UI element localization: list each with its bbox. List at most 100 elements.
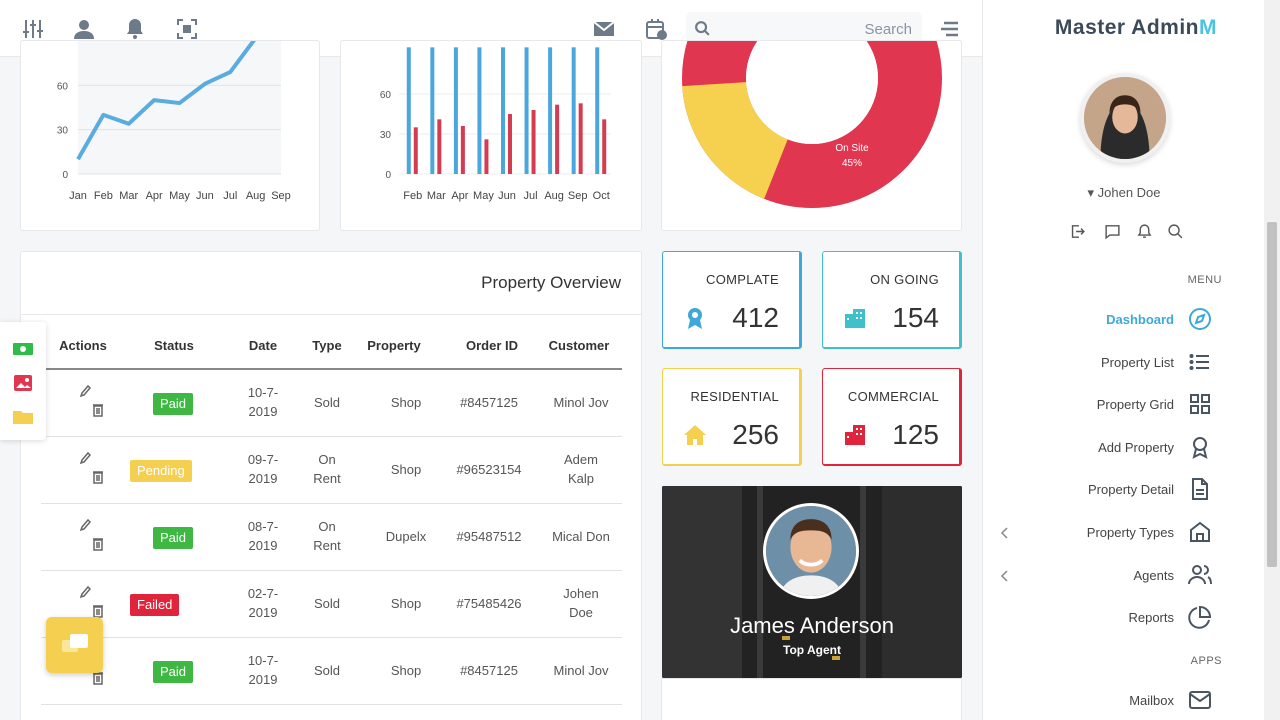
delete-icon[interactable]: [92, 403, 104, 417]
pie-slice: [682, 41, 942, 208]
ribbon-icon: [1188, 435, 1212, 459]
table-row[interactable]: Paid 08-7- 2019 On Rent Dupelx #95487512 M…: [41, 504, 622, 571]
chat-button[interactable]: [46, 617, 103, 673]
column-header-status[interactable]: Status: [154, 338, 194, 353]
image-icon[interactable]: [12, 374, 34, 392]
cell-order-id[interactable]: #75485426: [456, 596, 522, 611]
sidebar-item-dashboard[interactable]: Dashboard: [972, 305, 1212, 335]
donut-chart: On Site 45%: [682, 41, 942, 208]
menu-icon[interactable]: [938, 17, 962, 41]
stat-card-residential[interactable]: RESIDENTIAL 256: [662, 368, 802, 466]
customer-line: Adem: [564, 452, 598, 467]
delete-icon[interactable]: [92, 470, 104, 484]
scrollbar[interactable]: [1264, 0, 1280, 720]
agent-photo: [763, 503, 859, 599]
calendar-icon[interactable]: [644, 17, 668, 41]
status-badge: Paid: [153, 661, 194, 683]
sidebar-item-property-list[interactable]: Property List: [972, 348, 1212, 378]
stat-value: 125: [892, 419, 939, 450]
table-row[interactable]: Pending 09-7- 2019 On Rent Shop #96523154 …: [41, 437, 622, 504]
sidebar: Master AdminM ▾ Johen Doe MENU Dashboard…: [982, 0, 1264, 720]
cell-date: 10-7- 2019: [233, 383, 293, 421]
user-icon[interactable]: [72, 17, 96, 41]
sidebar-item-reports[interactable]: Reports: [972, 603, 1212, 633]
edit-icon[interactable]: [79, 384, 92, 398]
table-row[interactable]: Paid 10-7- 2019 Sold Shop #8457125 Minol …: [41, 370, 622, 437]
column-header-order-id[interactable]: Order ID: [465, 338, 518, 353]
cell-order-id[interactable]: #95487512: [456, 529, 522, 544]
mail-icon[interactable]: [592, 17, 616, 41]
award-icon: [683, 306, 707, 330]
type-line: Rent: [313, 471, 341, 486]
customer-line: Kalp: [567, 471, 595, 486]
sidebar-item-property-detail[interactable]: Property Detail: [972, 475, 1212, 505]
customer-line: Mical Don: [552, 529, 610, 544]
stat-card-on-going[interactable]: ON GOING 154: [822, 251, 962, 349]
sidebar-item-label: Add Property: [1098, 439, 1174, 455]
top-agent-card[interactable]: James Anderson Top Agent: [662, 486, 962, 678]
x-tick-label: Feb: [94, 190, 113, 202]
sliders-icon[interactable]: [21, 17, 45, 41]
money-icon[interactable]: [12, 340, 34, 358]
cell-type: Sold: [307, 393, 347, 412]
y-tick-label: 60: [380, 90, 392, 101]
column-header-customer[interactable]: Customer: [548, 338, 610, 353]
search-icon[interactable]: [1167, 223, 1184, 240]
stat-card-complate[interactable]: COMPLATE 412: [662, 251, 802, 349]
delete-icon[interactable]: [92, 671, 104, 685]
delete-icon[interactable]: [92, 537, 104, 551]
slice-label: On Site: [835, 143, 869, 154]
search-icon[interactable]: [694, 20, 711, 37]
date-line: 2019: [248, 404, 278, 419]
donut-hole: [746, 41, 878, 144]
folder-icon[interactable]: [12, 408, 34, 426]
bell-icon[interactable]: [123, 17, 147, 41]
sidebar-item-mailbox[interactable]: Mailbox: [972, 686, 1212, 716]
notification-icon[interactable]: [1136, 223, 1153, 240]
chevron-left-icon[interactable]: [1000, 526, 1010, 539]
edit-icon[interactable]: [79, 451, 92, 465]
sidebar-item-property-types[interactable]: Property Types: [972, 518, 1212, 548]
cell-order-id[interactable]: #96523154: [456, 462, 522, 477]
cell-order-id[interactable]: #8457125: [460, 663, 518, 678]
status-badge: Failed: [130, 594, 180, 616]
sidebar-item-label: Property Grid: [1096, 397, 1174, 413]
document-icon: [1188, 477, 1212, 501]
column-header-date[interactable]: Date: [248, 338, 278, 353]
edit-icon[interactable]: [79, 518, 92, 532]
date-line: 09-7-: [247, 452, 279, 467]
x-tick-label: Oct: [593, 190, 610, 202]
sidebar-item-agents[interactable]: Agents: [972, 561, 1212, 591]
message-icon[interactable]: [1104, 223, 1121, 240]
brand-logo[interactable]: Master AdminM: [1055, 16, 1217, 40]
search-input[interactable]: [720, 17, 912, 41]
focus-icon[interactable]: [175, 17, 199, 41]
delete-icon[interactable]: [92, 604, 104, 618]
table-row[interactable]: Failed 02-7- 2019 Sold Shop #75485426 Joh…: [41, 571, 622, 638]
sidebar-item-property-grid[interactable]: Property Grid: [972, 390, 1212, 420]
cell-date: 08-7- 2019: [233, 517, 293, 555]
bar: [501, 47, 505, 175]
column-header-type[interactable]: Type: [312, 338, 342, 353]
avatar[interactable]: [1080, 73, 1170, 163]
sidebar-item-add-property[interactable]: Add Property: [972, 433, 1212, 463]
column-header-property[interactable]: Property: [367, 338, 421, 353]
cell-property: Dupelx: [385, 529, 427, 544]
column-header-actions[interactable]: Actions: [59, 338, 107, 353]
username[interactable]: ▾ Johen Doe: [1087, 185, 1161, 200]
cell-property: Shop: [390, 462, 422, 477]
cell-order-id[interactable]: #8457125: [460, 395, 518, 410]
overview-title: Property Overview: [481, 273, 621, 292]
brand-name: Master Admin: [1054, 16, 1199, 39]
sidebar-item-label: Mailbox: [1129, 693, 1174, 708]
scrollbar-thumb[interactable]: [1267, 222, 1277, 567]
stat-card-commercial[interactable]: COMMERCIAL 125: [822, 368, 962, 466]
table-row[interactable]: Paid 10-7- 2019 Sold Shop #8457125 Minol …: [41, 638, 622, 705]
chevron-left-icon[interactable]: [1000, 569, 1010, 582]
username-label: Johen Doe: [1097, 185, 1161, 200]
bar-chart: 0 30 60 Feb Mar Apr May Jun Jul Aug Sep Oct: [380, 47, 611, 202]
logout-icon[interactable]: [1069, 223, 1086, 240]
list-icon: [1188, 350, 1212, 374]
edit-icon[interactable]: [79, 585, 92, 599]
cell-type: Sold: [307, 661, 347, 680]
